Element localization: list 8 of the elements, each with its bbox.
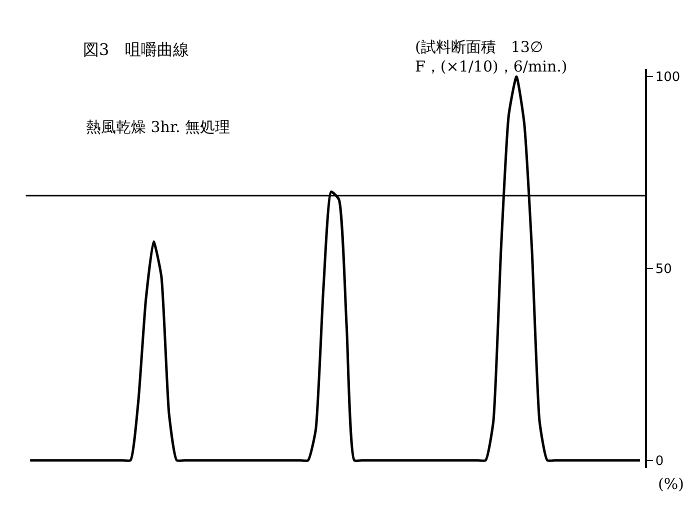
- chart-title: 図3 咀嚼曲線: [83, 40, 190, 59]
- y-tick-label: 100: [655, 70, 680, 86]
- y-tick-label: 50: [655, 262, 672, 278]
- annotation: (試料断面積 13∅ F，(×1/10)，6/min.): [415, 38, 568, 76]
- line-series: [28, 75, 642, 462]
- y-axis-title: (%): [658, 475, 684, 493]
- y-tick-label: 0: [655, 454, 664, 469]
- annotation: 熱風乾燥 3hr. 無処理: [86, 118, 230, 136]
